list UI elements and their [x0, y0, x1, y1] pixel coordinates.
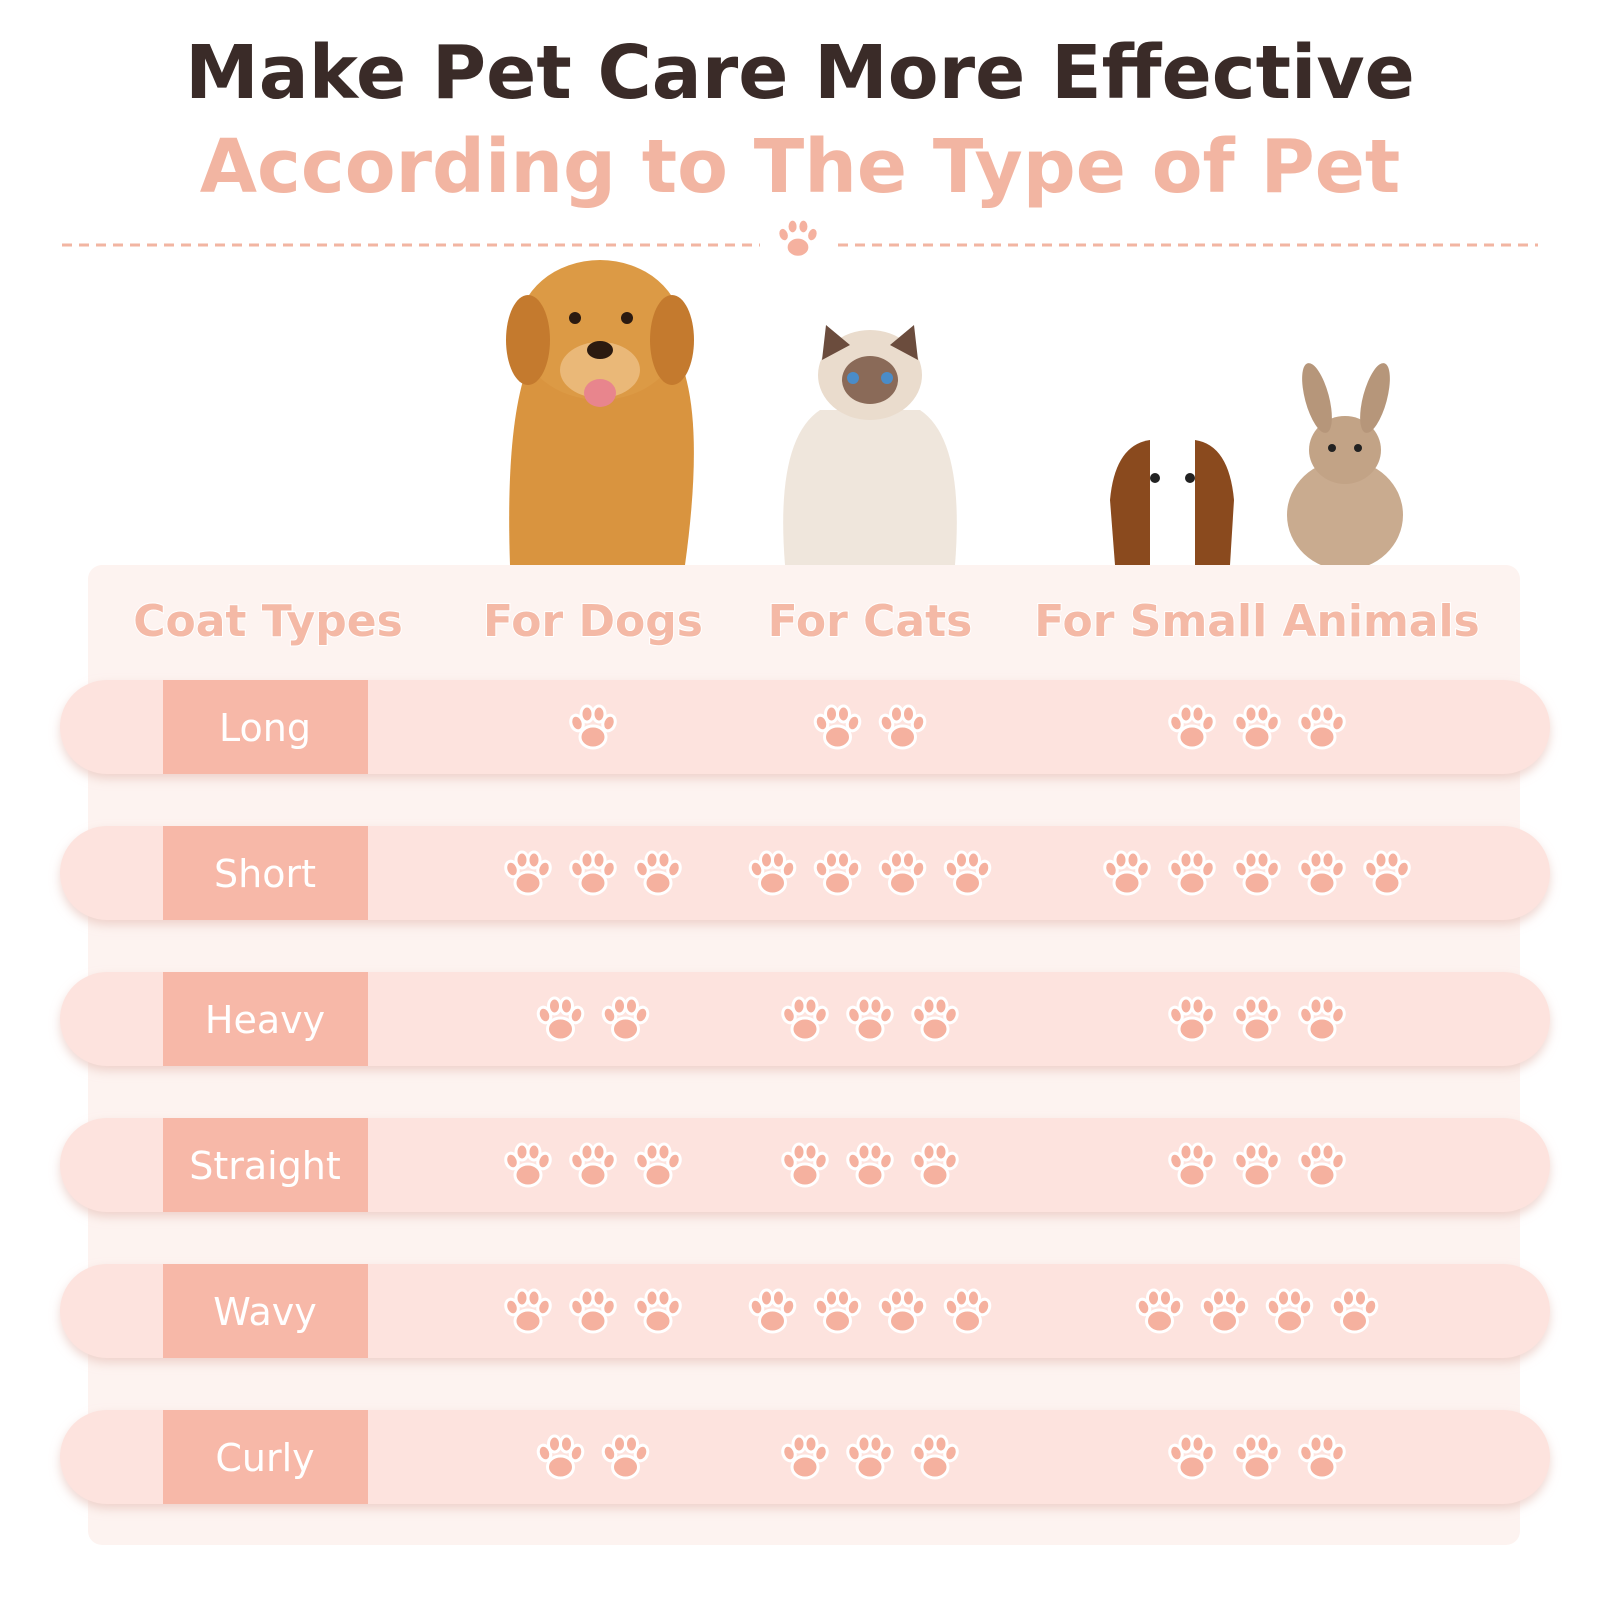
row-label: Curly [215, 1436, 314, 1480]
table-row: Heavy [60, 972, 1550, 1066]
guinea-pig-illustration [1108, 440, 1236, 567]
table-row: Short [60, 826, 1550, 920]
row-label-box [163, 1264, 368, 1358]
row-background [60, 826, 1550, 920]
row-label: Heavy [205, 998, 325, 1042]
row-label: Short [214, 852, 316, 896]
rabbit-illustration [1287, 363, 1403, 570]
table-header: Coat Types For Dogs For Cats For Small A… [132, 595, 1481, 648]
table-row: Wavy [60, 1264, 1550, 1358]
table-row: Long [60, 680, 1550, 774]
column-header: Coat Types [133, 596, 403, 647]
column-header: For Cats [768, 596, 973, 647]
table-row: Straight [60, 1118, 1550, 1212]
table-row: Curly [60, 1410, 1550, 1504]
dog-illustration [506, 260, 694, 565]
title: Make Pet Care More Effective [185, 30, 1415, 116]
subtitle: According to The Type of Pet [200, 124, 1401, 210]
row-background [60, 1264, 1550, 1358]
row-label-box [163, 680, 368, 774]
row-label-box [163, 1410, 368, 1504]
row-label: Long [219, 706, 311, 750]
row-label: Wavy [213, 1290, 316, 1334]
row-label-box [163, 1118, 368, 1212]
column-header: For Dogs [483, 596, 703, 647]
row-label-box [163, 826, 368, 920]
divider [62, 217, 1538, 259]
cat-illustration [783, 325, 957, 565]
row-label-box [163, 972, 368, 1066]
row-background [60, 680, 1550, 774]
row-label: Straight [189, 1144, 341, 1188]
table-rows: Long Short Heavy Straight Wavy Curly [60, 680, 1550, 1504]
column-header: For Small Animals [1034, 596, 1480, 647]
